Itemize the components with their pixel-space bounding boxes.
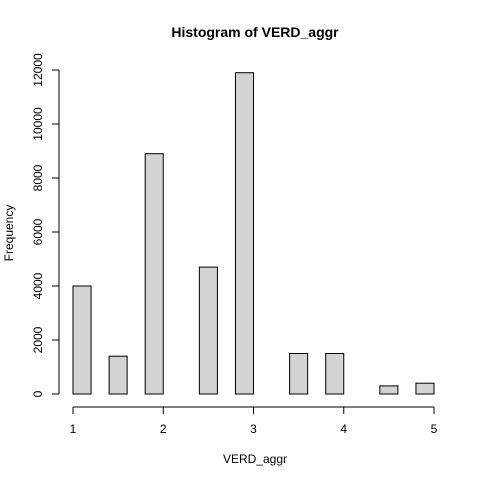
x-tick-label-0: 1 bbox=[70, 422, 77, 436]
y-tick-label-2: 4000 bbox=[31, 272, 45, 299]
y-tick-label-0: 0 bbox=[31, 390, 45, 397]
histogram-bar-2 bbox=[109, 356, 127, 394]
y-axis: 0 2000 4000 6000 8000 10000 12000 bbox=[31, 53, 59, 397]
x-tick-label-3: 4 bbox=[340, 422, 347, 436]
histogram-bar-19 bbox=[416, 383, 434, 394]
bars-group bbox=[73, 73, 434, 394]
y-tick-label-1: 2000 bbox=[31, 326, 45, 353]
x-tick-label-4: 5 bbox=[431, 422, 438, 436]
y-tick-label-3: 6000 bbox=[31, 218, 45, 245]
histogram-bar-14 bbox=[326, 354, 344, 395]
histogram-bar-7 bbox=[199, 267, 217, 394]
histogram-bar-0 bbox=[73, 286, 91, 394]
histogram-bar-9 bbox=[235, 73, 253, 394]
y-tick-label-5: 10000 bbox=[31, 107, 45, 141]
y-tick-label-4: 8000 bbox=[31, 164, 45, 191]
chart-title: Histogram of VERD_aggr bbox=[171, 24, 339, 40]
y-tick-label-6: 12000 bbox=[31, 53, 45, 87]
histogram-bar-12 bbox=[290, 354, 308, 395]
y-axis-label: Frequency bbox=[2, 205, 16, 262]
histogram-bar-4 bbox=[145, 154, 163, 394]
x-tick-label-2: 3 bbox=[250, 422, 257, 436]
x-axis-label: VERD_aggr bbox=[223, 452, 287, 466]
x-axis: 1 2 3 4 5 bbox=[70, 407, 438, 436]
x-tick-label-1: 2 bbox=[160, 422, 167, 436]
histogram-bar-17 bbox=[380, 386, 398, 394]
